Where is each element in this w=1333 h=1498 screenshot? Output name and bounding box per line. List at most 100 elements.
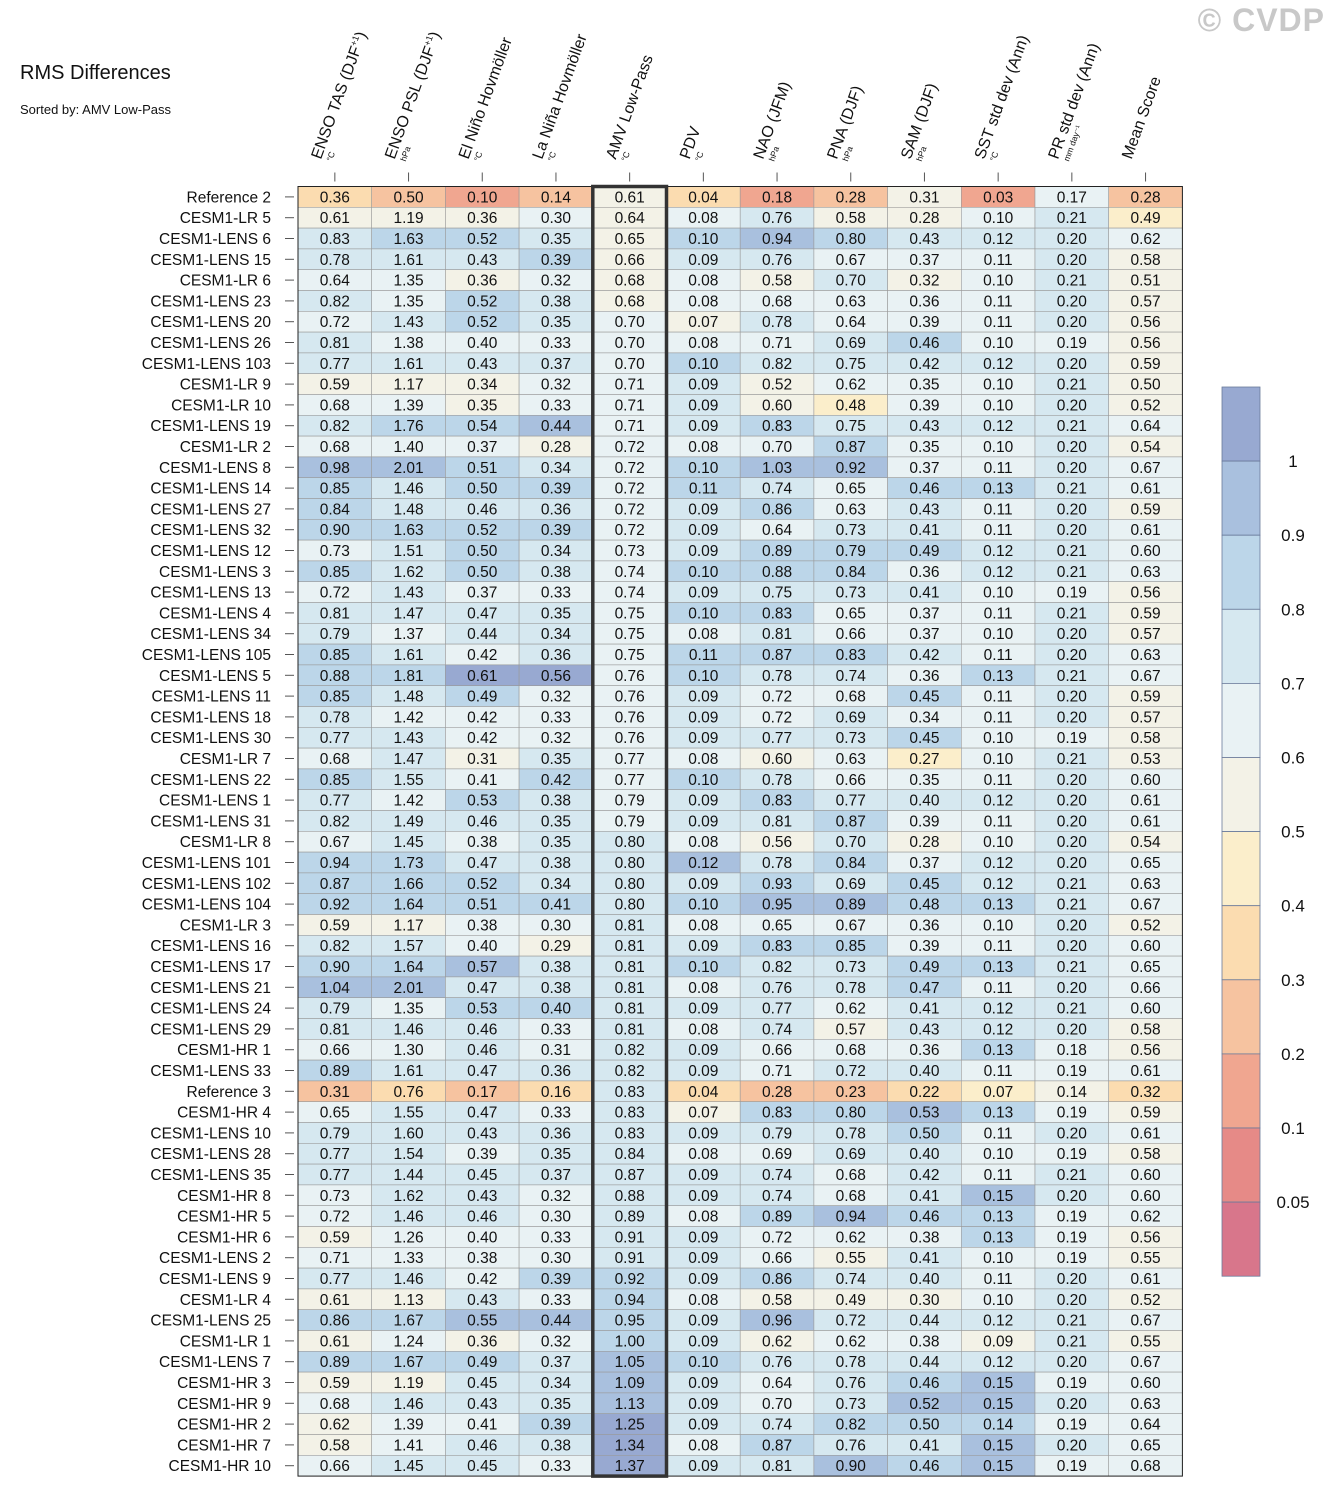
column-label: ENSO TAS (DJF+1) [308, 29, 371, 161]
cell-value: 0.50 [467, 543, 498, 560]
cell-value: 0.70 [615, 356, 646, 373]
cell-value: 0.81 [762, 626, 792, 643]
row-label: CESM1-LR 1 [180, 1333, 271, 1350]
cell-value: 0.40 [909, 1271, 940, 1288]
cell-value: 0.59 [1130, 356, 1160, 373]
cell-value: 0.09 [688, 377, 718, 394]
cell-value: 0.17 [1057, 189, 1087, 206]
cell-value: 0.79 [320, 626, 350, 643]
row-label: CESM1-LR 10 [171, 397, 271, 414]
cell-value: 0.19 [1057, 1375, 1087, 1392]
cell-value: 0.82 [320, 293, 350, 310]
cell-value: 0.38 [909, 1229, 939, 1246]
cell-value: 0.17 [467, 1084, 497, 1101]
row-label: CESM1-LENS 30 [150, 730, 271, 747]
cell-value: 0.46 [467, 1437, 497, 1454]
cell-value: 0.71 [615, 418, 645, 435]
column-unit: hPa [914, 145, 929, 163]
cell-value: 0.07 [688, 314, 718, 331]
cell-value: 0.89 [762, 1209, 792, 1226]
cell-value: 0.52 [1130, 1292, 1160, 1309]
cell-value: 1.24 [393, 1333, 424, 1350]
cell-value: 0.63 [836, 751, 866, 768]
cell-value: 0.78 [836, 980, 866, 997]
cell-value: 0.20 [1057, 813, 1088, 830]
cell-value: 0.10 [983, 439, 1014, 456]
cell-value: 0.52 [909, 1396, 939, 1413]
cell-value: 0.12 [983, 231, 1013, 248]
cell-value: 0.78 [836, 1125, 866, 1142]
cell-value: 0.39 [467, 1146, 497, 1163]
cell-value: 0.38 [541, 855, 571, 872]
cell-value: 0.29 [541, 938, 571, 955]
cell-value: 0.96 [762, 1313, 792, 1330]
cell-value: 1.43 [393, 314, 423, 331]
cell-value: 0.38 [909, 1333, 939, 1350]
cell-value: 0.68 [320, 751, 350, 768]
colorbar-segment [1221, 683, 1261, 758]
cell-value: 0.36 [909, 564, 939, 581]
cell-value: 0.43 [909, 231, 939, 248]
cell-value: 0.70 [762, 1396, 793, 1413]
cell-value: 1.37 [393, 626, 423, 643]
cell-value: 1.13 [393, 1292, 423, 1309]
cell-value: 0.21 [1057, 418, 1087, 435]
cell-value: 1.43 [393, 585, 423, 602]
cell-value: 0.11 [984, 293, 1013, 310]
cell-value: 0.14 [983, 1417, 1014, 1434]
cell-value: 0.35 [541, 231, 571, 248]
cell-value: 0.77 [615, 772, 645, 789]
cell-value: 0.68 [836, 1167, 866, 1184]
cell-value: 0.81 [615, 917, 645, 934]
cell-value: 0.43 [909, 418, 939, 435]
cell-value: 0.36 [909, 293, 939, 310]
cell-value: 0.61 [1130, 793, 1160, 810]
column-header: Mean Score [1119, 74, 1165, 161]
cell-value: 0.65 [1130, 1437, 1160, 1454]
cell-value: 0.37 [909, 626, 939, 643]
cell-value: 0.59 [320, 1375, 350, 1392]
row-label: CESM1-HR 4 [177, 1105, 271, 1122]
cell-value: 0.09 [688, 397, 718, 414]
cell-value: 0.19 [1057, 1146, 1087, 1163]
cell-value: 0.07 [983, 1084, 1013, 1101]
cell-value: 0.57 [1130, 709, 1160, 726]
cell-value: 0.85 [320, 481, 350, 498]
cell-value: 0.34 [541, 543, 572, 560]
cell-value: 0.19 [1057, 730, 1087, 747]
cell-value: 0.80 [615, 855, 646, 872]
cell-value: 0.33 [541, 585, 571, 602]
row-label: CESM1-LENS 22 [150, 772, 271, 789]
cell-value: 0.41 [909, 1188, 939, 1205]
cell-value: 0.19 [1057, 1229, 1087, 1246]
row-label: CESM1-LENS 24 [150, 1001, 271, 1018]
column-header: La Niña Hovmöller°C [530, 31, 591, 162]
cell-value: 0.58 [762, 273, 792, 290]
cell-value: 0.89 [615, 1209, 645, 1226]
cell-value: 0.38 [467, 917, 497, 934]
row-label: CESM1-HR 10 [169, 1458, 272, 1475]
cell-value: 0.59 [320, 377, 350, 394]
cell-value: 0.32 [1130, 1084, 1160, 1101]
cell-value: 0.13 [983, 481, 1013, 498]
row-label: CESM1-LENS 104 [142, 897, 272, 914]
cell-value: 0.08 [688, 1021, 718, 1038]
cell-value: 0.20 [1057, 626, 1088, 643]
cell-value: 0.58 [1130, 1021, 1160, 1038]
cell-value: 0.09 [983, 1333, 1013, 1350]
row-label: CESM1-HR 3 [177, 1375, 271, 1392]
cell-value: 0.39 [909, 314, 939, 331]
cell-value: 0.35 [909, 377, 939, 394]
cell-value: 0.13 [983, 959, 1013, 976]
cell-value: 0.84 [615, 1146, 646, 1163]
cell-value: 0.83 [615, 1105, 645, 1122]
cell-value: 0.73 [836, 730, 866, 747]
cell-value: 0.40 [909, 1063, 940, 1080]
cell-value: 0.82 [762, 959, 792, 976]
cell-value: 1.39 [393, 397, 423, 414]
row-label: CESM1-LENS 33 [150, 1063, 271, 1080]
cell-value: 0.51 [467, 897, 497, 914]
row-label: CESM1-LENS 27 [150, 501, 271, 518]
cell-value: 0.50 [467, 481, 498, 498]
cell-value: 0.68 [615, 293, 645, 310]
